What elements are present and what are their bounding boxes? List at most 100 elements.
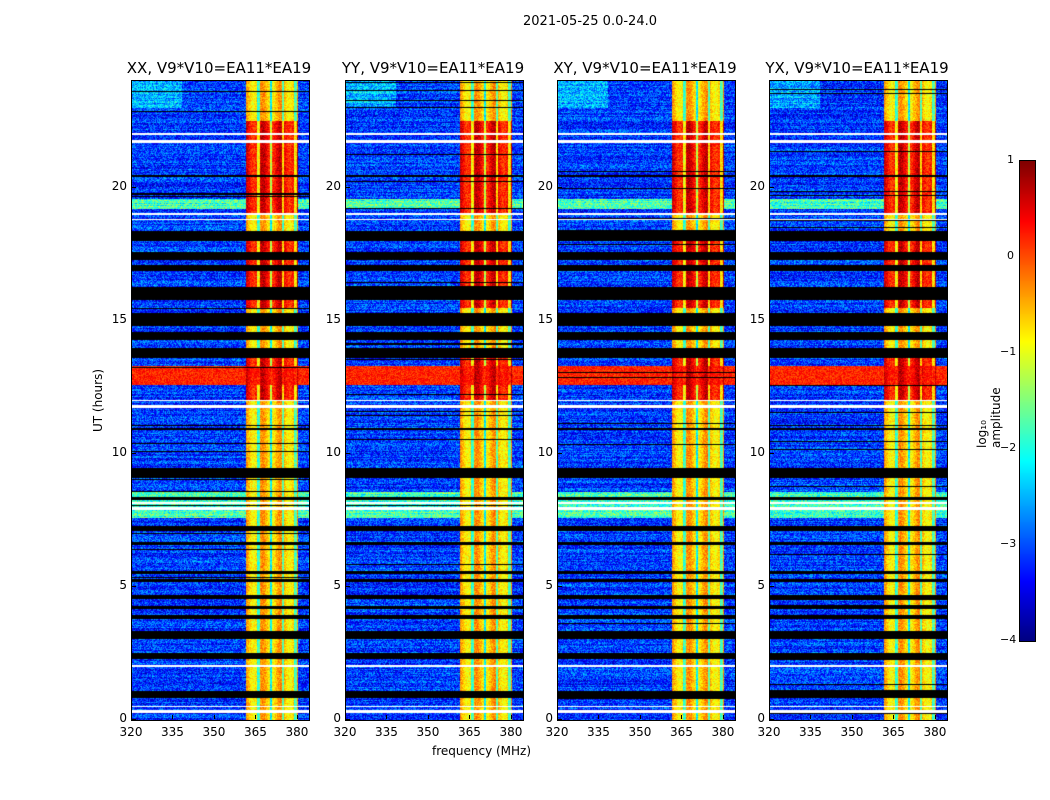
y-tick-label: 15 xyxy=(749,311,765,326)
y-tick-label: 0 xyxy=(333,711,341,725)
x-tick-label: 320 xyxy=(333,725,357,739)
x-tick-mark xyxy=(557,715,558,719)
panel-title: YX, V9*V10=EA11*EA19 xyxy=(765,59,949,77)
colorbar-tick-label: −2 xyxy=(1000,441,1017,454)
x-tick-label: 320 xyxy=(757,725,781,739)
spectrogram-image xyxy=(346,81,523,720)
x-tick-label: 350 xyxy=(416,725,440,739)
y-tick-label: 0 xyxy=(545,711,553,725)
x-tick-label: 380 xyxy=(711,725,735,739)
y-tick-mark xyxy=(132,585,136,587)
x-tick-mark xyxy=(639,715,641,719)
y-tick-label: 20 xyxy=(111,178,127,193)
x-tick-label: 365 xyxy=(458,725,481,739)
x-tick-mark xyxy=(722,715,724,719)
colorbar-tick-label: −3 xyxy=(1000,537,1017,550)
x-tick-label: 320 xyxy=(545,725,569,739)
x-tick-mark xyxy=(893,715,895,719)
y-tick-label: 10 xyxy=(111,444,127,459)
x-tick-mark xyxy=(681,715,683,719)
y-axis-label: UT (hours) xyxy=(91,368,105,432)
figure-title: 2021-05-25 0.0-24.0 xyxy=(523,14,657,29)
y-tick-label: 5 xyxy=(333,577,341,592)
y-tick-label: 15 xyxy=(111,311,127,326)
y-tick-label: 10 xyxy=(537,444,553,459)
y-tick-mark xyxy=(558,719,562,720)
y-tick-label: 15 xyxy=(325,311,341,326)
spectrogram-image xyxy=(558,81,735,720)
x-tick-label: 365 xyxy=(882,725,905,739)
panel-title: YY, V9*V10=EA11*EA19 xyxy=(341,59,525,77)
x-tick-mark xyxy=(469,715,471,719)
x-tick-mark xyxy=(255,715,257,719)
x-tick-label: 350 xyxy=(840,725,864,739)
y-tick-mark xyxy=(346,452,350,454)
x-tick-label: 335 xyxy=(375,725,398,739)
y-tick-mark xyxy=(770,719,774,720)
spectrogram-panel xyxy=(557,80,736,721)
x-tick-label: 350 xyxy=(628,725,652,739)
y-tick-mark xyxy=(132,186,136,188)
y-tick-mark xyxy=(558,319,562,321)
x-tick-label: 335 xyxy=(161,725,184,739)
y-tick-mark xyxy=(770,585,774,587)
y-tick-mark xyxy=(558,585,562,587)
panel-title: XY, V9*V10=EA11*EA19 xyxy=(553,59,737,77)
x-tick-label: 335 xyxy=(587,725,610,739)
colorbar xyxy=(1019,160,1036,642)
x-tick-mark xyxy=(934,715,936,719)
y-tick-label: 0 xyxy=(119,711,127,725)
spectrogram-panel xyxy=(345,80,524,721)
y-tick-label: 5 xyxy=(757,577,765,592)
x-tick-mark xyxy=(296,715,298,719)
panel-title: XX, V9*V10=EA11*EA19 xyxy=(126,59,312,77)
spectrogram-image xyxy=(132,81,309,720)
y-tick-label: 5 xyxy=(119,577,127,592)
y-tick-mark xyxy=(770,452,774,454)
x-tick-mark xyxy=(427,715,429,719)
x-tick-mark xyxy=(172,715,174,719)
y-tick-label: 0 xyxy=(757,711,765,725)
x-tick-mark xyxy=(810,715,812,719)
y-tick-mark xyxy=(770,186,774,188)
y-tick-label: 10 xyxy=(749,444,765,459)
x-tick-label: 335 xyxy=(799,725,822,739)
x-tick-label: 365 xyxy=(670,725,693,739)
x-tick-mark xyxy=(769,715,770,719)
y-tick-label: 20 xyxy=(537,178,553,193)
x-tick-mark xyxy=(345,715,346,719)
colorbar-tick-label: 1 xyxy=(1007,153,1014,166)
y-tick-label: 20 xyxy=(749,178,765,193)
colorbar-tick-label: −1 xyxy=(1000,345,1017,358)
spectrogram-image xyxy=(770,81,947,720)
x-tick-mark xyxy=(598,715,600,719)
y-tick-mark xyxy=(346,585,350,587)
y-tick-mark xyxy=(558,452,562,454)
x-tick-label: 320 xyxy=(119,725,143,739)
x-tick-label: 380 xyxy=(923,725,947,739)
y-tick-mark xyxy=(770,319,774,321)
colorbar-label: log₁₀ amplitude xyxy=(975,387,1003,448)
spectrogram-panel xyxy=(769,80,948,721)
x-tick-label: 380 xyxy=(499,725,523,739)
y-tick-label: 5 xyxy=(545,577,553,592)
x-tick-mark xyxy=(213,715,215,719)
x-tick-label: 350 xyxy=(202,725,226,739)
colorbar-tick-label: −4 xyxy=(1000,633,1017,646)
colorbar-gradient xyxy=(1020,161,1035,641)
colorbar-tick-label: 0 xyxy=(1007,249,1014,262)
y-tick-mark xyxy=(132,452,136,454)
y-tick-mark xyxy=(346,319,350,321)
y-tick-mark xyxy=(132,719,136,720)
y-tick-label: 10 xyxy=(325,444,341,459)
x-tick-mark xyxy=(510,715,512,719)
y-tick-mark xyxy=(346,719,350,720)
x-tick-label: 380 xyxy=(285,725,309,739)
y-tick-mark xyxy=(558,186,562,188)
y-tick-label: 15 xyxy=(537,311,553,326)
y-tick-mark xyxy=(346,186,350,188)
y-tick-mark xyxy=(132,319,136,321)
x-axis-label: frequency (MHz) xyxy=(432,744,532,758)
x-tick-mark xyxy=(386,715,388,719)
